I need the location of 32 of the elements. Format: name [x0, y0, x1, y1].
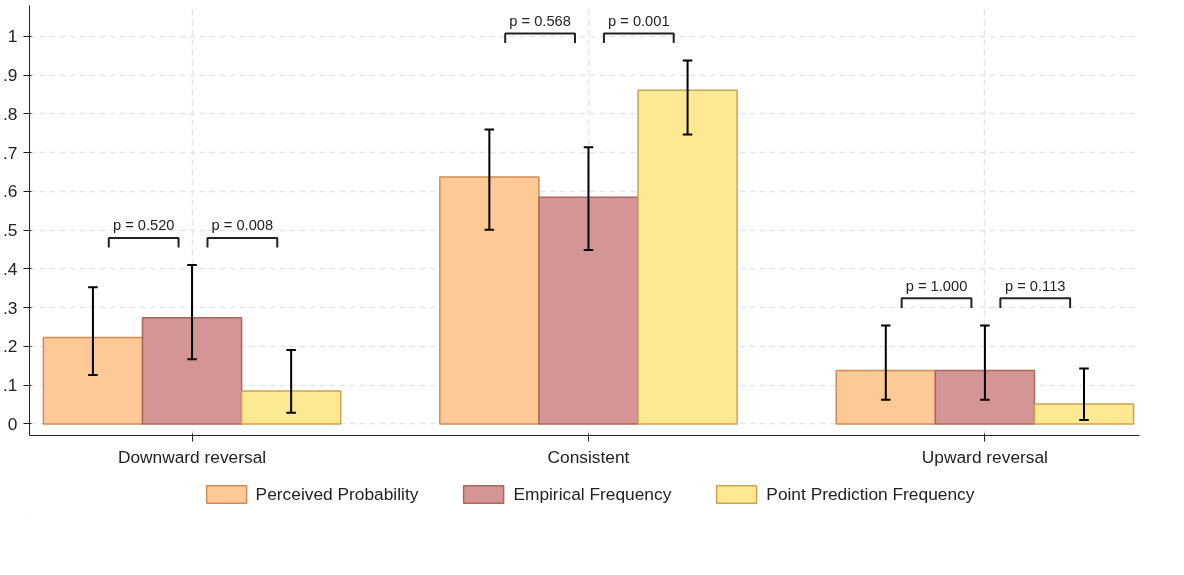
- annotation: p = 0.001: [608, 12, 670, 29]
- legend-label: Empirical Frequency: [513, 483, 672, 505]
- y-tick-label: .1: [3, 375, 18, 396]
- y-tick-label: 1: [7, 26, 18, 47]
- y-tick-label: .8: [3, 103, 18, 124]
- bar: [240, 390, 342, 425]
- bar: [141, 316, 243, 425]
- y-tick-label: .5: [3, 220, 18, 241]
- x-tick-label: Consistent: [547, 446, 630, 467]
- x-tick-label: Downward reversal: [117, 446, 267, 467]
- y-tick-label: .3: [3, 297, 18, 318]
- annotation: p = 0.520: [112, 217, 175, 234]
- y-tick-label: .4: [3, 258, 18, 279]
- y-tick-label: 0: [7, 413, 18, 434]
- annotation: p = 0.568: [509, 12, 571, 29]
- annotation: p = 0.113: [1005, 277, 1066, 294]
- bar: [637, 89, 738, 425]
- y-tick-label: .7: [3, 142, 18, 163]
- bar: [934, 369, 1036, 425]
- bar: [1033, 403, 1135, 425]
- legend-label: Perceived Probability: [255, 483, 419, 505]
- y-tick-label: .6: [3, 181, 18, 202]
- y-tick-label: .2: [3, 336, 18, 357]
- annotation: p = 0.008: [211, 217, 274, 234]
- bar: [439, 176, 540, 425]
- x-tick-label: Upward reversal: [921, 446, 1048, 467]
- annotation: p = 1.000: [905, 277, 968, 294]
- bar: [835, 369, 937, 425]
- bar: [42, 336, 144, 425]
- y-tick-label: .9: [3, 65, 18, 86]
- bar: [538, 196, 639, 425]
- legend-label: Point Prediction Frequency: [766, 483, 975, 505]
